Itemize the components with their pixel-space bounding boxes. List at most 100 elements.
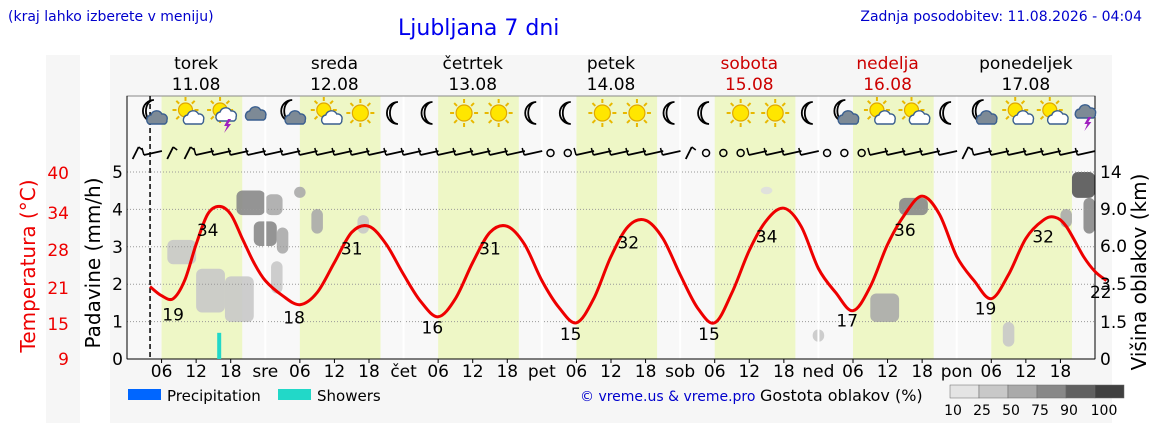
sun-ray — [1039, 100, 1045, 105]
sun-ray — [366, 119, 371, 124]
sun-ray — [1039, 115, 1045, 120]
hour-tick-label: 06 — [427, 362, 449, 382]
hour-tick-label: 18 — [635, 362, 657, 382]
cloud-shape — [284, 110, 307, 125]
temperature-label: 22 — [1090, 283, 1112, 303]
wind-shaft — [437, 150, 456, 156]
sun-cloud-icon — [1002, 97, 1035, 125]
wind-shaft — [990, 150, 1010, 156]
cloud-height-tick-label: 9.0 — [1100, 200, 1127, 220]
wind-barb — [970, 147, 992, 156]
moon-cloud-icon — [142, 99, 168, 125]
wind-calm-symbol — [546, 148, 555, 158]
daytime-band — [576, 96, 658, 359]
sun-ray — [329, 100, 334, 105]
cloud-cover-patch — [760, 186, 773, 195]
wind-feather — [141, 147, 145, 156]
sun-disc — [766, 104, 784, 122]
wind-calm-symbol — [857, 148, 866, 158]
wind-feather — [659, 147, 664, 156]
temperature-label: 32 — [617, 233, 639, 253]
cloud-cover-legend-swatch — [1094, 384, 1125, 399]
wind-barb — [1074, 147, 1096, 156]
day-name: sreda — [311, 54, 358, 74]
wind-feather — [763, 147, 767, 156]
wind-barb — [331, 147, 353, 156]
sun-ray — [366, 102, 371, 107]
day-axis-label: sre — [252, 362, 278, 382]
wind-shaft — [472, 150, 491, 156]
precipitation-tick-label: 2 — [112, 275, 123, 295]
wind-shaft — [887, 150, 906, 156]
wind-feather — [296, 147, 301, 156]
day-date: 17.08 — [1002, 75, 1051, 95]
wind-feather — [227, 147, 232, 156]
moon-icon — [558, 101, 571, 125]
moon-shape — [800, 101, 813, 125]
precipitation-tick-label: 1 — [112, 313, 123, 333]
sun-ray — [1005, 100, 1010, 105]
page-title: Ljubljana 7 dni — [398, 16, 560, 41]
hour-tick-label: 12 — [185, 362, 207, 382]
sun-ray — [882, 100, 887, 105]
wind-feather — [365, 147, 370, 156]
cloud-cover-patch — [276, 227, 289, 254]
wind-shaft — [800, 150, 819, 156]
wind-feather — [625, 147, 629, 156]
day-axis-label: pet — [528, 362, 556, 382]
cloud-icon — [244, 106, 267, 121]
temperature-axis-title: Temperatura (°C) — [16, 179, 40, 353]
wind-barb — [296, 147, 318, 156]
wind-shaft — [212, 150, 232, 156]
wind-feather — [573, 147, 577, 156]
wind-feather — [642, 147, 646, 156]
temperature-label: 16 — [422, 319, 444, 339]
moon-icon — [697, 101, 710, 125]
cloud-height-tick-label: 1.5 — [1100, 313, 1127, 333]
hour-tick-label: 12 — [462, 362, 484, 382]
day-date: 11.08 — [172, 75, 221, 95]
lightning-shape — [1084, 117, 1092, 131]
temperature-label: 31 — [479, 239, 501, 259]
sun-ray — [210, 115, 215, 120]
wind-barb — [919, 147, 940, 156]
temperature-tick-label: 34 — [47, 204, 69, 224]
wind-shaft — [195, 150, 214, 156]
wind-barb — [348, 147, 370, 156]
wind-barb — [988, 147, 1010, 156]
sun-ray — [747, 102, 752, 107]
wind-barb — [798, 147, 819, 156]
day-axis-label: ned — [802, 362, 834, 382]
temperature-label: 17 — [836, 312, 858, 332]
cloud-cover-legend-swatch — [978, 384, 1009, 399]
region-note[interactable]: (kraj lahko izberete v meniju) — [8, 9, 214, 25]
wind-shaft — [183, 146, 192, 160]
cloud-shape — [320, 110, 343, 125]
wind-feather — [521, 147, 525, 156]
moon-icon — [662, 101, 675, 125]
temperature-label: 19 — [162, 306, 184, 326]
cloud-cover-patch — [167, 239, 197, 265]
sun-ray — [901, 100, 906, 105]
precipitation-axis-title: Padavine (mm/h) — [81, 177, 105, 348]
wind-feather — [262, 147, 266, 156]
temperature-label: 15 — [560, 325, 582, 345]
temperature-label: 15 — [698, 325, 720, 345]
sun-ray — [730, 102, 735, 107]
cloud-shape — [1046, 110, 1069, 125]
cloud-shape — [215, 107, 238, 122]
sun-ray — [470, 102, 475, 107]
wind-feather — [210, 147, 214, 156]
wind-feather — [1022, 147, 1027, 156]
sun-icon — [450, 99, 479, 127]
sun-cloud-icon — [1036, 97, 1069, 125]
moon-cloud-icon — [833, 99, 860, 125]
wind-shaft — [454, 150, 474, 156]
hour-tick-label: 12 — [738, 362, 760, 382]
cloud-shape — [146, 110, 168, 125]
wind-feather — [435, 147, 439, 156]
day-name: ponedeljek — [979, 54, 1073, 74]
day-axis-label: čet — [390, 362, 417, 382]
wind-shaft — [368, 150, 387, 156]
wind-barb — [504, 147, 526, 156]
